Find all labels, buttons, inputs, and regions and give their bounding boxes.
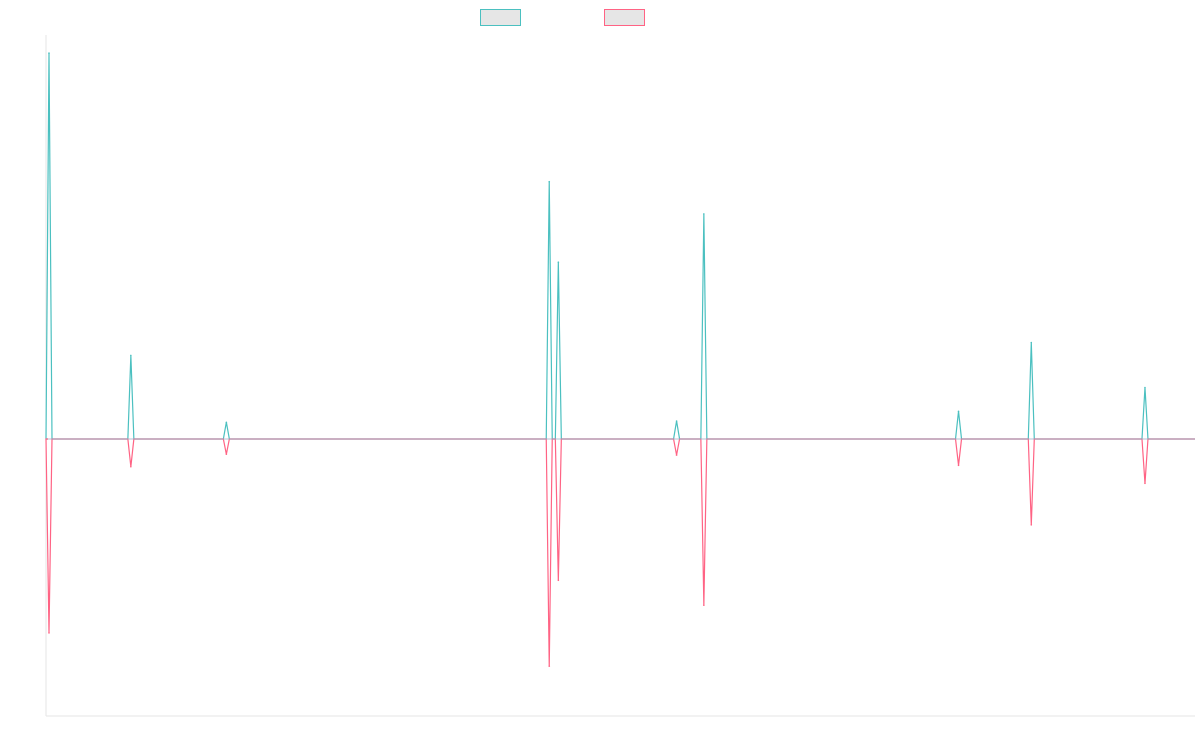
legend-swatch-1 <box>480 9 521 26</box>
series-2-point-1 <box>48 632 50 634</box>
series-1-point-1 <box>48 52 50 54</box>
series-2-point-2 <box>130 465 132 468</box>
series-1-point-6 <box>675 420 678 422</box>
series-2-point-3 <box>225 453 228 456</box>
series-2-point-10 <box>1144 482 1146 485</box>
series-1-point-2 <box>130 354 132 357</box>
legend-swatch-2 <box>604 9 645 26</box>
series-1-point-3 <box>225 421 228 424</box>
series-1-point-10 <box>1144 386 1146 389</box>
series-line-2 <box>45 438 1195 667</box>
series-2-point-4 <box>548 665 551 667</box>
series-line-1 <box>45 53 1195 440</box>
series-1-point-7 <box>703 213 705 215</box>
series-1-point-4 <box>548 180 551 183</box>
series-2-point-6 <box>675 454 678 456</box>
series-2-point-7 <box>703 604 705 606</box>
series-1-point-5 <box>557 261 560 263</box>
series-2-point-5 <box>557 579 560 582</box>
series-1-point-8 <box>957 410 960 413</box>
series-1-point-9 <box>1030 341 1033 344</box>
series-2-point-8 <box>957 464 960 467</box>
series-2-point-9 <box>1030 524 1033 526</box>
